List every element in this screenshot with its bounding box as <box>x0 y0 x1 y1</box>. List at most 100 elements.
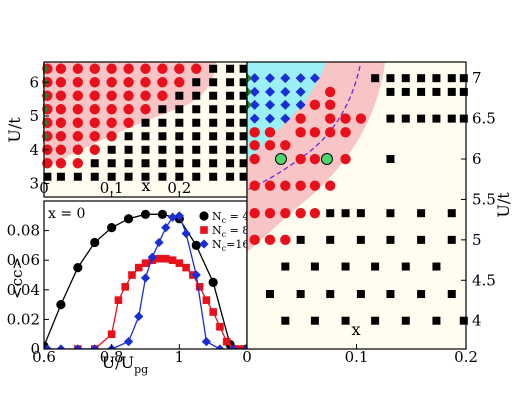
bottom-left-panel: 0.6 0.8 1 0 0.02 0.04 0.06 0.08 x = 0 Nc = 4Nc … <box>7 200 249 376</box>
top-left-ticks: 0 0.1 0.2 3 4 5 6 <box>29 73 191 197</box>
top-left-point-red-circle <box>72 77 84 88</box>
right-point-red-circle <box>295 113 306 124</box>
top-left-point-red-circle <box>72 104 84 115</box>
right-point-red-circle <box>264 140 276 151</box>
top-left-point-black-square <box>239 64 248 73</box>
right-point-black-square <box>296 235 305 244</box>
legend-label-main: N <box>212 238 222 251</box>
right-point-red-circle <box>325 86 336 98</box>
legend-label-main: N <box>212 210 222 223</box>
top-left-point-black-square <box>239 118 248 127</box>
top-left-point-red-circle <box>157 90 168 101</box>
top-left-point-black-square <box>175 145 184 154</box>
top-left-point-black-square <box>43 172 52 181</box>
top-left-point-red-circle <box>106 77 117 88</box>
right-point-red-circle <box>340 153 351 165</box>
series-2-point <box>167 212 178 222</box>
right-point-black-square <box>417 290 426 299</box>
right-point-black-square <box>326 209 335 218</box>
right-point-red-circle <box>309 127 321 138</box>
series-0-point <box>208 277 218 287</box>
series-2-point <box>242 344 247 349</box>
series-1-point <box>175 259 184 267</box>
right-point-blue-diamond <box>249 99 260 110</box>
series-1-point <box>121 283 129 291</box>
series-2-point <box>174 211 184 221</box>
series-1-point <box>155 254 163 263</box>
series-1-point <box>182 263 190 272</box>
right-point-black-square <box>447 235 456 244</box>
right-point-red-circle <box>264 207 276 219</box>
right-point-blue-diamond <box>280 73 291 84</box>
top-left-point-black-square <box>175 132 184 141</box>
top-left-point-red-circle <box>140 90 151 101</box>
top-left-point-red-circle <box>106 90 117 101</box>
right-point-black-square <box>417 87 426 96</box>
legend-label-rest: =16 <box>226 238 249 251</box>
right-point-black-square <box>459 87 468 96</box>
top-left-point-red-circle <box>55 90 67 101</box>
right-point-black-square <box>386 235 395 244</box>
top-left-point-red-circle <box>55 131 67 142</box>
top-left-point-black-square <box>107 172 116 181</box>
legend-marker-0 <box>199 211 209 221</box>
top-left-point-red-circle <box>72 158 84 169</box>
series-1-point <box>195 283 204 291</box>
top-left-pink-region <box>44 62 216 168</box>
top-left-ytick-label: 3 <box>29 175 39 193</box>
top-left-point-black-square <box>239 78 248 87</box>
right-point-red-circle <box>249 153 260 165</box>
top-left-point-black-square <box>192 78 201 87</box>
right-ticks: 0 0.1 0.2 4 4.5 5 5.5 6 6.5 7 <box>242 69 496 366</box>
top-left-point-red-circle <box>55 104 67 115</box>
top-left-point-red-circle <box>55 158 67 169</box>
legend-label-2: Nc=16 <box>212 238 249 253</box>
top-left-point-black-square <box>226 145 235 154</box>
right-ytick-label: 4 <box>472 312 482 330</box>
right-point-red-circle <box>295 153 306 165</box>
top-left-point-black-square <box>209 105 218 114</box>
right-point-black-square <box>432 316 441 325</box>
series-1-point <box>134 263 143 272</box>
top-left-point-red-circle <box>106 117 117 128</box>
series-2-point <box>123 337 134 347</box>
right-point-black-square <box>401 87 410 96</box>
top-left-point-red-circle <box>55 117 67 128</box>
right-point-black-square <box>371 74 380 83</box>
top-left-point-black-square <box>175 118 184 127</box>
top-left-point-black-square <box>209 132 218 141</box>
legend-label-sub: c <box>222 216 227 225</box>
top-left-point-black-square <box>175 172 184 181</box>
right-point-black-square <box>417 235 426 244</box>
right-point-red-circle <box>280 234 291 246</box>
series-2-point <box>147 252 157 262</box>
top-left-ytick-label: 6 <box>29 73 39 91</box>
series-2-point <box>191 270 201 280</box>
right-point-red-circle <box>264 127 276 138</box>
top-left-point-red-circle <box>106 131 117 142</box>
series-1-point <box>202 296 211 304</box>
legend-label-rest: = 8 <box>226 224 249 237</box>
top-left-point-black-square <box>209 78 218 87</box>
top-left-point-black-square <box>226 132 235 141</box>
top-left-ytick-label: 5 <box>29 107 39 125</box>
top-left-point-black-square <box>209 118 218 127</box>
top-left-markers <box>42 62 248 181</box>
right-point-black-square <box>447 74 456 83</box>
top-left-point-red-circle <box>123 117 134 128</box>
top-left-point-black-square <box>107 145 116 154</box>
series-2-point <box>154 237 164 248</box>
right-point-green-circle <box>320 153 333 166</box>
right-point-black-square <box>432 74 441 83</box>
top-left-point-black-square <box>226 78 235 87</box>
bottom-left-xtick-label: 1 <box>175 348 185 366</box>
right-point-black-square <box>326 290 335 299</box>
top-left-point-black-square <box>209 145 218 154</box>
right-point-black-square <box>432 87 441 96</box>
right-point-blue-diamond <box>264 73 275 84</box>
top-left-point-red-circle <box>140 63 151 74</box>
series-0-point <box>191 240 201 250</box>
right-xtick-label: 0 <box>242 348 252 366</box>
top-left-point-black-square <box>141 172 150 181</box>
